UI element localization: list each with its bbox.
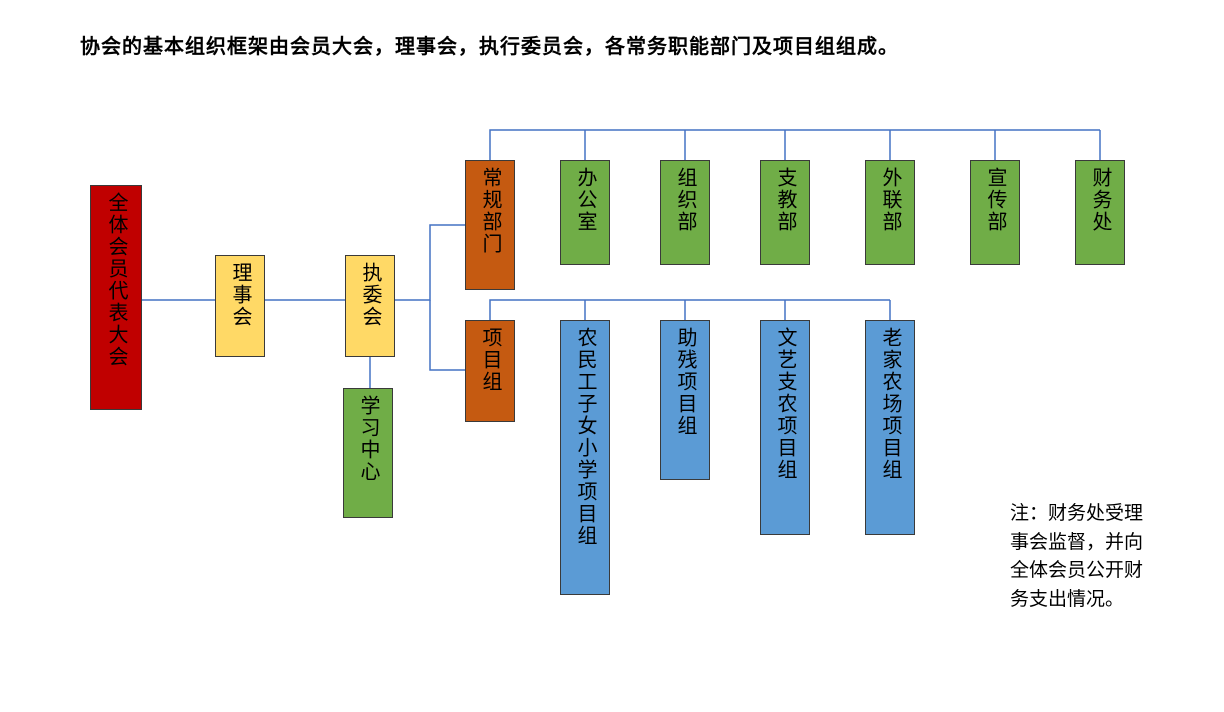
node-projects: 项目组 — [465, 320, 515, 422]
node-liaison: 外联部 — [865, 160, 915, 265]
node-label-proj_migrant: 农民工子女小学项目组 — [574, 327, 596, 547]
node-label-proj_disab: 助残项目组 — [674, 327, 696, 437]
node-label-routine: 常规部门 — [479, 167, 501, 255]
node-study: 学习中心 — [343, 388, 393, 518]
node-label-office: 办公室 — [574, 167, 596, 233]
node-label-assembly: 全体会员代表大会 — [105, 192, 127, 368]
node-label-projects: 项目组 — [479, 327, 501, 393]
node-label-org: 组织部 — [674, 167, 696, 233]
node-org: 组织部 — [660, 160, 710, 265]
node-proj_art: 文艺支农项目组 — [760, 320, 810, 535]
node-assembly: 全体会员代表大会 — [90, 185, 142, 410]
node-label-liaison: 外联部 — [879, 167, 901, 233]
node-label-edu: 支教部 — [774, 167, 796, 233]
node-finance: 财务处 — [1075, 160, 1125, 265]
node-label-proj_farm: 老家农场项目组 — [879, 327, 901, 481]
connector — [395, 225, 465, 300]
node-proj_migrant: 农民工子女小学项目组 — [560, 320, 610, 595]
connector — [430, 300, 465, 370]
page-title: 协会的基本组织框架由会员大会，理事会，执行委员会，各常务职能部门及项目组组成。 — [80, 30, 899, 59]
node-label-proj_art: 文艺支农项目组 — [774, 327, 796, 481]
node-label-publicity: 宣传部 — [984, 167, 1006, 233]
node-routine: 常规部门 — [465, 160, 515, 290]
node-label-study: 学习中心 — [357, 395, 379, 483]
footnote: 注：财务处受理事会监督，并向全体会员公开财务支出情况。 — [1010, 500, 1160, 614]
node-edu: 支教部 — [760, 160, 810, 265]
node-label-council: 理事会 — [229, 262, 251, 328]
node-label-finance: 财务处 — [1089, 167, 1111, 233]
node-exec: 执委会 — [345, 255, 395, 357]
connector — [490, 300, 890, 320]
node-proj_disab: 助残项目组 — [660, 320, 710, 480]
node-label-exec: 执委会 — [359, 262, 381, 328]
node-council: 理事会 — [215, 255, 265, 357]
node-proj_farm: 老家农场项目组 — [865, 320, 915, 535]
node-publicity: 宣传部 — [970, 160, 1020, 265]
node-office: 办公室 — [560, 160, 610, 265]
connector — [490, 130, 1100, 160]
